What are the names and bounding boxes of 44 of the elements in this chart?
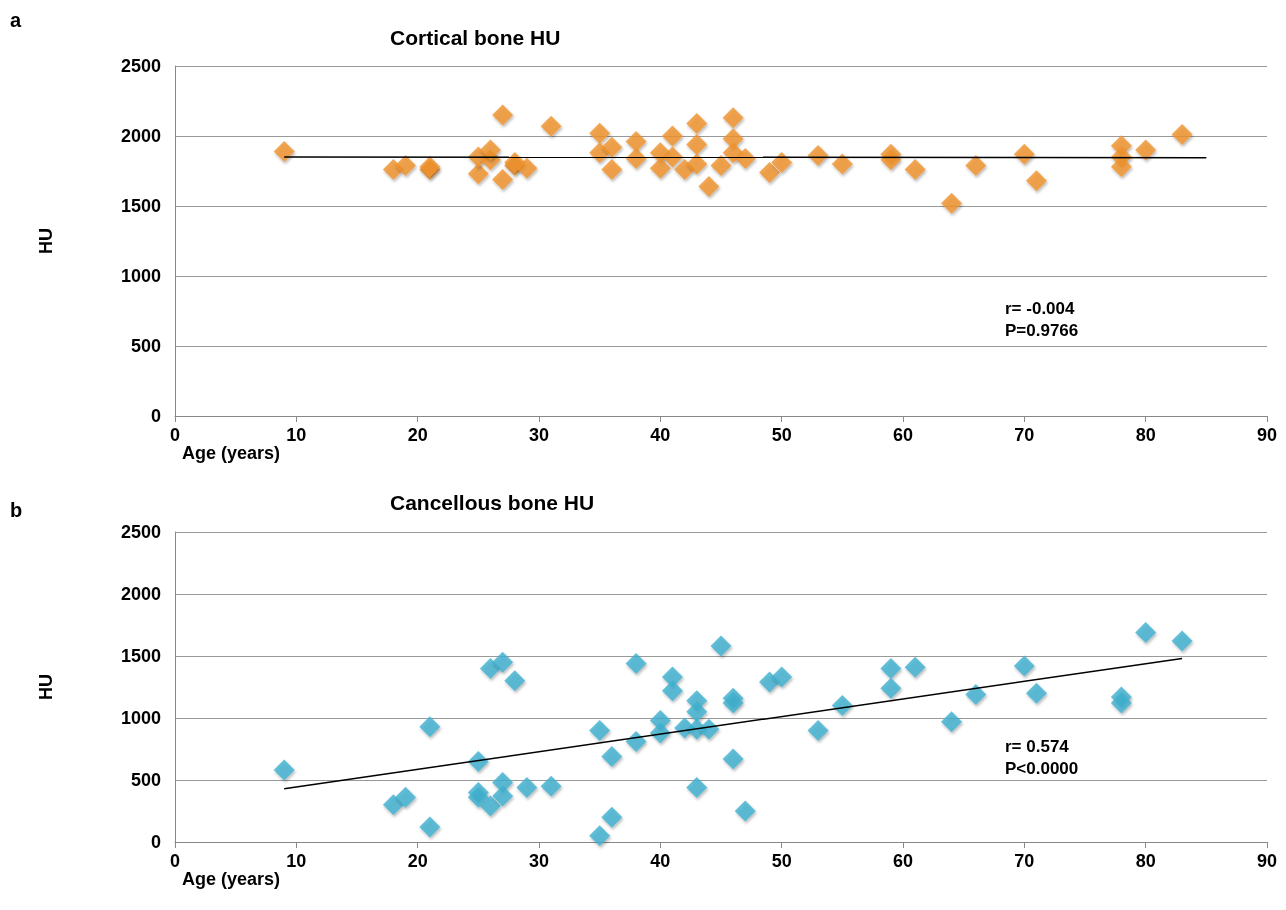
y-tick-label: 1500: [120, 196, 161, 216]
annotation: r= 0.574: [1005, 737, 1070, 756]
x-tick-label: 40: [650, 425, 671, 445]
y-tick-label: 1000: [120, 708, 161, 728]
x-tick-label: 90: [1256, 425, 1278, 445]
x-tick-label: 0: [169, 425, 181, 445]
annotation: r= -0.004: [1005, 299, 1076, 318]
y-tick-label: 1000: [120, 266, 161, 286]
x-tick-label: 50: [771, 851, 792, 871]
x-tick-label: 20: [407, 425, 428, 445]
x-tick-label: 20: [407, 851, 428, 871]
x-tick-label: 30: [528, 425, 550, 445]
x-tick-label: 70: [1014, 425, 1035, 445]
y-tick-label: 2000: [120, 584, 161, 604]
x-tick-label: 50: [771, 425, 792, 445]
text: a: [10, 9, 22, 31]
y-axis-title: HU: [36, 674, 56, 700]
x-tick-label: 80: [1135, 425, 1156, 445]
y-tick-label: 2500: [120, 522, 161, 542]
x-tick-label: 70: [1014, 851, 1035, 871]
x-tick-label: 10: [286, 425, 307, 445]
x-tick-label: 30: [528, 851, 550, 871]
x-axis-title: Age (years): [182, 869, 281, 889]
y-tick-label: 1500: [120, 646, 161, 666]
chart-title: Cancellous bone HU: [390, 491, 595, 514]
y-tick-label: 0: [150, 406, 161, 426]
chart-title: Cortical bone HU: [390, 26, 561, 49]
y-tick-label: 2500: [120, 56, 161, 76]
annotation: P<0.0000: [1005, 759, 1079, 778]
annotation: P=0.9766: [1005, 321, 1079, 340]
x-tick-label: 0: [169, 851, 181, 871]
text: b: [10, 499, 23, 521]
x-tick-label: 10: [286, 851, 307, 871]
x-tick-label: 60: [892, 425, 914, 445]
y-axis-title: HU: [36, 228, 56, 254]
x-tick-label: 80: [1135, 851, 1156, 871]
x-tick-label: 40: [650, 851, 671, 871]
y-tick-label: 500: [130, 336, 161, 356]
y-tick-label: 500: [130, 770, 161, 790]
x-axis-title: Age (years): [182, 443, 281, 463]
y-tick-label: 0: [150, 832, 161, 852]
x-tick-label: 60: [892, 851, 914, 871]
x-tick-label: 90: [1256, 851, 1278, 871]
y-tick-label: 2000: [120, 126, 161, 146]
